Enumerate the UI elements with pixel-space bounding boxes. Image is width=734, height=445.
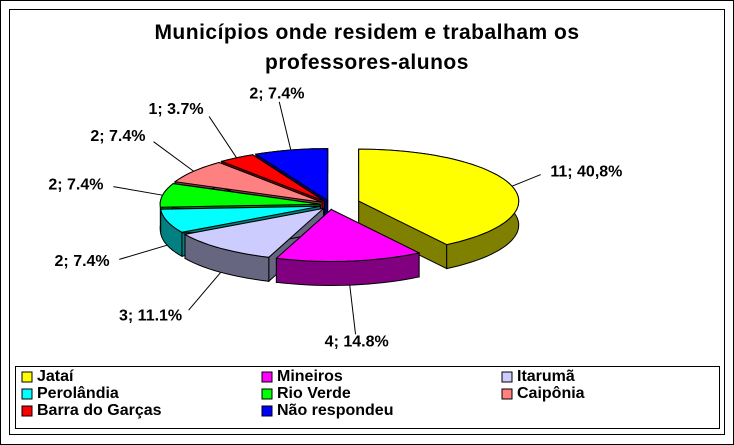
data-label: 11; 40,8% bbox=[550, 164, 622, 181]
legend-box bbox=[15, 366, 720, 429]
leader-line bbox=[349, 285, 357, 335]
data-label: 2; 7.4% bbox=[249, 85, 304, 102]
legend-swatch bbox=[21, 388, 33, 400]
chart-title: Municípios onde residem e trabalham os p… bbox=[154, 21, 580, 74]
legend-swatch bbox=[21, 371, 33, 383]
legend-swatch bbox=[501, 371, 513, 383]
data-label: 1; 3.7% bbox=[148, 101, 203, 118]
leader-line bbox=[278, 101, 292, 151]
legend-swatch bbox=[261, 388, 273, 400]
legend-label: Barra do Garças bbox=[37, 402, 162, 419]
leader-line bbox=[113, 186, 163, 196]
data-label: 3; 11.1% bbox=[119, 308, 182, 325]
pie-tops bbox=[159, 148, 520, 263]
legend-label: Mineiros bbox=[277, 368, 343, 385]
legend-swatch bbox=[21, 405, 33, 417]
legend-label: Itarumã bbox=[517, 368, 575, 385]
legend-swatch bbox=[501, 388, 513, 400]
pie-slice bbox=[220, 154, 325, 202]
pie-slice bbox=[160, 205, 321, 233]
legend-swatch bbox=[261, 371, 273, 383]
leader-line bbox=[153, 141, 194, 172]
pie-slice bbox=[275, 208, 421, 263]
legend-swatch bbox=[261, 405, 273, 417]
plot-frame bbox=[9, 9, 725, 435]
legend-label: Caipônia bbox=[517, 385, 585, 402]
legend-label: Perolândia bbox=[37, 385, 119, 402]
data-label: 2; 7.4% bbox=[55, 253, 110, 270]
pie-slice bbox=[183, 207, 326, 258]
leader-line bbox=[208, 116, 237, 159]
data-label: 2; 7.4% bbox=[48, 176, 103, 193]
pie-slice bbox=[159, 183, 321, 208]
leader-line bbox=[119, 244, 168, 260]
leader-line bbox=[511, 174, 541, 187]
legend-label: Rio Verde bbox=[277, 385, 351, 402]
leader-line bbox=[188, 271, 222, 311]
data-label: 2; 7.4% bbox=[90, 128, 145, 145]
data-label: 4; 14.8% bbox=[325, 333, 389, 350]
legend-label: Não respondeu bbox=[277, 402, 393, 419]
pie-slice bbox=[358, 148, 520, 246]
legend-label: Jataí bbox=[37, 368, 74, 385]
